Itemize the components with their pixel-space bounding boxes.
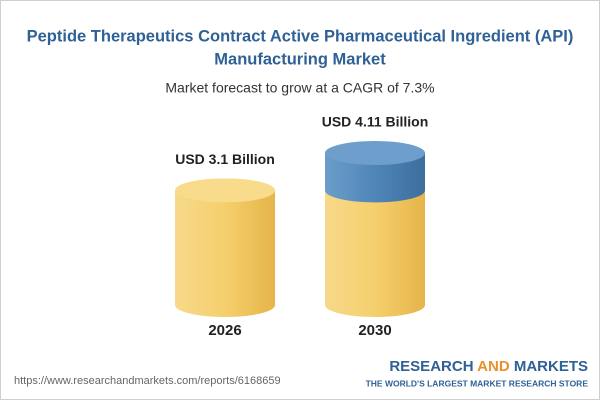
category-label: 2026: [208, 322, 241, 339]
chart-title: Peptide Therapeutics Contract Active Pha…: [27, 27, 574, 45]
cylinder-top: [175, 178, 275, 203]
category-label: 2030: [358, 322, 391, 339]
chart-title: Manufacturing Market: [214, 50, 386, 68]
value-label: USD 3.1 Billion: [175, 151, 275, 167]
cylinder-body: [175, 190, 275, 317]
cylinder-top: [325, 141, 425, 165]
logo-tagline: THE WORLD'S LARGEST MARKET RESEARCH STOR…: [366, 378, 589, 388]
logo: RESEARCH AND MARKETS: [389, 358, 588, 375]
cylinder: [325, 141, 425, 317]
logo-word: AND: [477, 358, 510, 375]
cylinder: [175, 178, 275, 317]
cylinder-body: [325, 153, 425, 203]
logo-word: MARKETS: [514, 358, 588, 375]
logo-word: RESEARCH: [389, 358, 473, 375]
value-label: USD 4.11 Billion: [322, 114, 429, 130]
source-url: https://www.researchandmarkets.com/repor…: [14, 375, 281, 387]
cylinder-body: [325, 190, 425, 317]
chart-subtitle: Market forecast to grow at a CAGR of 7.3…: [165, 80, 434, 96]
